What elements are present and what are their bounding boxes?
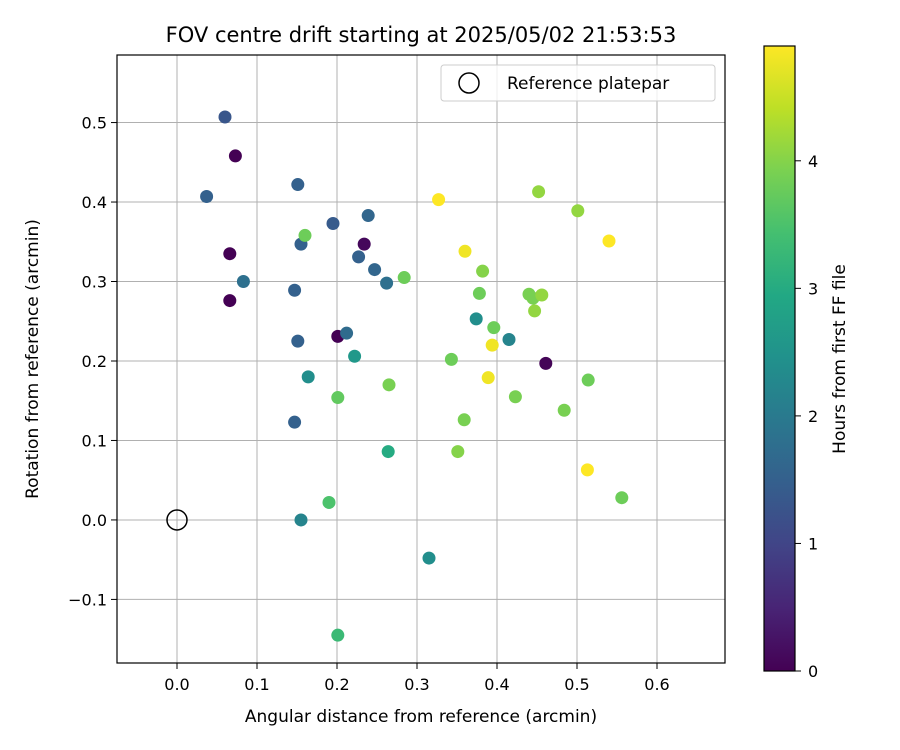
data-point [476,264,490,278]
data-point [532,185,546,199]
reference-marker [166,509,188,531]
x-tick-label: 0.1 [244,675,269,694]
data-point [200,189,214,203]
data-point [602,234,616,248]
data-point [481,371,495,385]
data-point [236,275,250,289]
colorbar-ticks: 0 1 2 3 4 [795,152,818,681]
data-point [348,349,362,363]
data-point [298,228,312,242]
colorbar-gradient [763,45,796,672]
data-point [457,413,471,427]
data-point [615,491,629,505]
data-point [352,250,366,264]
x-tick-label: 0.3 [404,675,429,694]
data-point [485,338,499,352]
x-tick-label: 0.4 [484,675,509,694]
colorbar-tick-label: 1 [808,534,818,553]
data-point [361,209,375,223]
legend-box [440,64,716,102]
data-point [288,415,302,429]
colorbar-tick-label: 4 [808,152,818,171]
colorbar-tick-label: 0 [808,662,818,681]
x-tick-label: 0.5 [564,675,589,694]
data-point [326,216,340,230]
y-tick-label: −0.1 [68,590,107,609]
data-point [432,193,446,207]
data-point [291,334,305,348]
legend-label-reference: Reference platepar [507,74,669,94]
y-tick-label: 0.5 [82,114,107,133]
data-point [580,463,594,477]
colorbar-label: Hours from first FF file [830,264,850,454]
data-point [228,149,242,163]
x-tick-label: 0.0 [164,675,189,694]
data-point [451,445,465,459]
data-point [291,178,305,192]
colorbar: 0 1 2 3 4 Hours from first FF file [763,45,850,681]
data-point [382,378,396,392]
chart-title: FOV centre drift starting at 2025/05/02 … [166,23,677,47]
grid-lines [117,55,725,663]
y-tick-label: 0.2 [82,352,107,371]
data-point [218,110,232,124]
data-point [381,445,395,459]
data-point [397,271,411,285]
data-point [368,263,382,277]
legend-marker-reference [458,72,480,94]
data-point [340,326,354,340]
data-point [469,312,483,326]
data-point [380,276,394,290]
y-tick-label: 0.1 [82,431,107,450]
colorbar-tick-label: 2 [808,407,818,426]
y-axis-ticks: −0.1 0.0 0.1 0.2 0.3 0.4 0.5 [68,114,117,609]
data-point [535,288,549,302]
data-points [200,110,629,642]
plot-background [117,55,725,663]
x-axis-ticks: 0.0 0.1 0.2 0.3 0.4 0.5 0.6 [164,663,670,694]
data-point [322,495,336,509]
data-point [502,333,516,347]
y-tick-label: 0.3 [82,273,107,292]
data-point [539,356,553,370]
data-point [458,244,472,258]
x-axis-label: Angular distance from reference (arcmin) [245,707,597,727]
y-tick-label: 0.0 [82,511,107,530]
data-point [581,373,595,387]
data-point [487,321,501,335]
plot-frame [116,54,726,664]
y-axis-label: Rotation from reference (arcmin) [23,219,43,499]
data-point [557,403,571,417]
data-point [444,352,458,366]
y-tick-label: 0.4 [82,193,107,212]
data-point [331,391,345,405]
data-point [571,204,585,218]
data-point [508,390,522,404]
x-tick-label: 0.2 [324,675,349,694]
x-tick-label: 0.6 [644,675,669,694]
data-point [422,551,436,565]
legend: Reference platepar [440,64,716,102]
data-point [223,247,237,261]
data-point [331,628,345,642]
data-point [294,513,308,527]
colorbar-tick-label: 3 [808,279,818,298]
data-point [357,237,371,251]
data-point [288,283,302,297]
data-point [223,294,237,308]
data-point [528,304,542,318]
data-point [301,370,315,384]
data-point [472,286,486,300]
